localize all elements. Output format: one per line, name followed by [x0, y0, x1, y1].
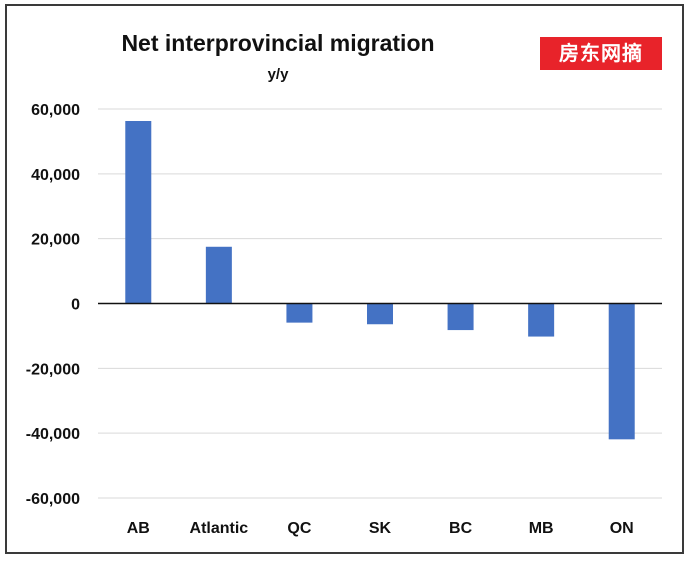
x-tick-label: QC [287, 520, 311, 537]
y-tick-label: 20,000 [31, 232, 80, 249]
y-tick-label: -40,000 [26, 426, 80, 443]
chart-title: Net interprovincial migration [121, 30, 435, 56]
y-tick-label: -20,000 [26, 361, 80, 378]
y-tick-label: 60,000 [31, 102, 80, 119]
bar-mb [528, 303, 555, 337]
bar-sk [367, 303, 393, 325]
bar-qc [286, 303, 313, 323]
bar-atlantic [205, 246, 232, 304]
bar-on [608, 303, 635, 440]
bar-ab [125, 120, 152, 304]
x-tick-label: MB [529, 520, 554, 537]
y-tick-label: -60,000 [26, 491, 80, 508]
x-tick-label: Atlantic [190, 520, 249, 537]
x-tick-label: BC [449, 520, 473, 537]
watermark-badge: 房东网摘 [540, 37, 662, 70]
chart-frame [5, 4, 684, 554]
x-tick-label: ON [610, 520, 634, 537]
x-tick-label: AB [127, 520, 150, 537]
y-tick-label: 0 [71, 297, 80, 314]
x-tick-label: SK [369, 520, 392, 537]
y-tick-label: 40,000 [31, 167, 80, 184]
bar-bc [447, 303, 474, 331]
chart-subtitle: y/y [267, 66, 289, 83]
